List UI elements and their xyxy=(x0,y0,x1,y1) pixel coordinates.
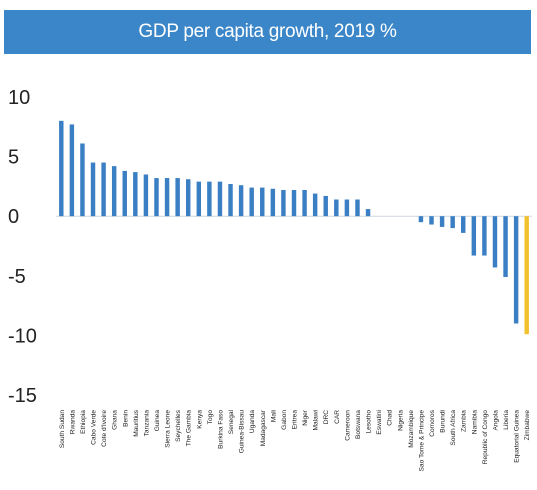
bar xyxy=(513,216,519,324)
x-tick-label: The Gambia xyxy=(186,410,193,447)
x-tick-label: Liberia xyxy=(503,410,510,430)
bar xyxy=(355,199,360,217)
bar xyxy=(312,193,318,217)
x-tick-label: Botswana xyxy=(355,410,362,439)
x-tick-label: Lesotho xyxy=(366,410,373,434)
bar xyxy=(291,189,297,217)
bar xyxy=(429,216,434,225)
bar xyxy=(207,181,212,217)
x-tick-label: Republic of Congo xyxy=(482,410,489,465)
x-tick-label: Eswatini xyxy=(376,409,383,434)
bar xyxy=(217,181,223,217)
bar xyxy=(238,185,244,217)
y-tick-label: -15 xyxy=(8,385,37,407)
y-axis: 10 5 0 -5 -10 -15 xyxy=(8,87,37,407)
x-tick-label: Tanzania xyxy=(143,410,150,437)
x-tick-label: Seychelles xyxy=(175,409,182,442)
x-tick-label: Cabo Verde xyxy=(91,410,98,445)
bar xyxy=(482,216,487,256)
bar xyxy=(228,184,233,217)
bars xyxy=(59,120,529,335)
bar xyxy=(450,216,455,229)
bar xyxy=(59,120,64,217)
x-tick-label: Sao Tome & Principe xyxy=(418,410,425,472)
x-tick-label: Zimbabwe xyxy=(524,410,531,441)
x-tick-label: Uganda xyxy=(249,410,256,433)
bar xyxy=(492,216,498,268)
x-tick-label: Malawi xyxy=(313,409,320,430)
bar xyxy=(365,209,371,217)
bar xyxy=(80,143,85,217)
x-tick-label: Eritrea xyxy=(292,410,299,430)
y-tick-label: -10 xyxy=(8,325,37,347)
bar xyxy=(101,162,106,217)
bar xyxy=(133,172,138,217)
x-tick-label: Madagascar xyxy=(260,409,267,446)
bar xyxy=(439,216,445,227)
bar xyxy=(323,195,328,217)
x-tick-label: Chad xyxy=(387,410,394,426)
bar xyxy=(281,189,286,217)
x-tick-label: Mozambique xyxy=(408,410,415,448)
x-tick-label: DRC xyxy=(323,410,330,425)
x-tick-label: Guinea-Bissau xyxy=(239,410,246,454)
bar xyxy=(164,178,170,217)
bar xyxy=(418,216,424,223)
x-tick-label: Equatorial Guinea xyxy=(514,410,521,463)
bar xyxy=(154,178,159,217)
bar xyxy=(334,199,339,217)
x-tick-label: South Africa xyxy=(450,410,457,446)
x-tick-label: Mali xyxy=(270,409,277,422)
x-tick-label: Kenya xyxy=(196,410,203,429)
x-tick-label: Nigeria xyxy=(397,410,404,431)
x-tick-label: Cote d'Ivoire xyxy=(101,410,108,447)
bar xyxy=(461,216,466,233)
chart-title: GDP per capita growth, 2019 % xyxy=(138,21,397,42)
x-tick-label: Angola xyxy=(492,410,499,431)
x-tick-label: Togo xyxy=(207,410,214,425)
x-tick-label: South Sudan xyxy=(59,410,66,448)
bar xyxy=(111,166,117,217)
bar xyxy=(143,174,149,217)
bar xyxy=(90,162,96,217)
bar xyxy=(471,216,477,256)
y-tick-label: 10 xyxy=(8,87,30,109)
bar xyxy=(302,189,307,217)
x-tick-label: Ethiopia xyxy=(80,410,87,434)
x-tick-label: Namibia xyxy=(471,410,478,435)
x-tick-label: Benin xyxy=(122,410,129,427)
x-tick-label: Burkina Faso xyxy=(217,410,224,449)
y-tick-label: 5 xyxy=(8,147,19,169)
x-tick-label: Senegal xyxy=(228,409,235,434)
bar xyxy=(260,187,265,217)
y-tick-label: 0 xyxy=(8,206,19,228)
x-tick-label: Cameroon xyxy=(344,410,351,441)
bar xyxy=(175,178,180,217)
bar xyxy=(270,188,276,217)
x-tick-label: Zambia xyxy=(461,410,468,432)
bar xyxy=(196,181,202,217)
x-tick-label: Gabon xyxy=(281,410,288,430)
bar xyxy=(344,199,350,217)
x-tick-label: Comoros xyxy=(429,409,436,436)
bar xyxy=(503,216,508,277)
x-tick-label: Ghana xyxy=(112,410,119,430)
x-tick-label: Niger xyxy=(302,409,309,426)
bar xyxy=(524,216,529,335)
bar xyxy=(186,179,191,217)
x-tick-label: Sierra Leone xyxy=(165,410,172,448)
y-tick-label: -5 xyxy=(8,266,26,288)
x-tick-label: Mauritius xyxy=(133,409,140,436)
x-axis-labels: South Sudan Rwanda Ethiopia Cabo Verde Cote … xyxy=(59,409,531,471)
x-tick-label: Burundi xyxy=(440,409,447,432)
bar xyxy=(122,170,127,217)
x-tick-label: Rwanda xyxy=(69,410,76,435)
x-tick-label: Guinea xyxy=(154,410,161,432)
bar xyxy=(249,187,254,217)
x-tick-label: CAR xyxy=(334,410,341,424)
bar xyxy=(69,124,75,217)
chart-title-bar: GDP per capita growth, 2019 % xyxy=(4,10,531,54)
